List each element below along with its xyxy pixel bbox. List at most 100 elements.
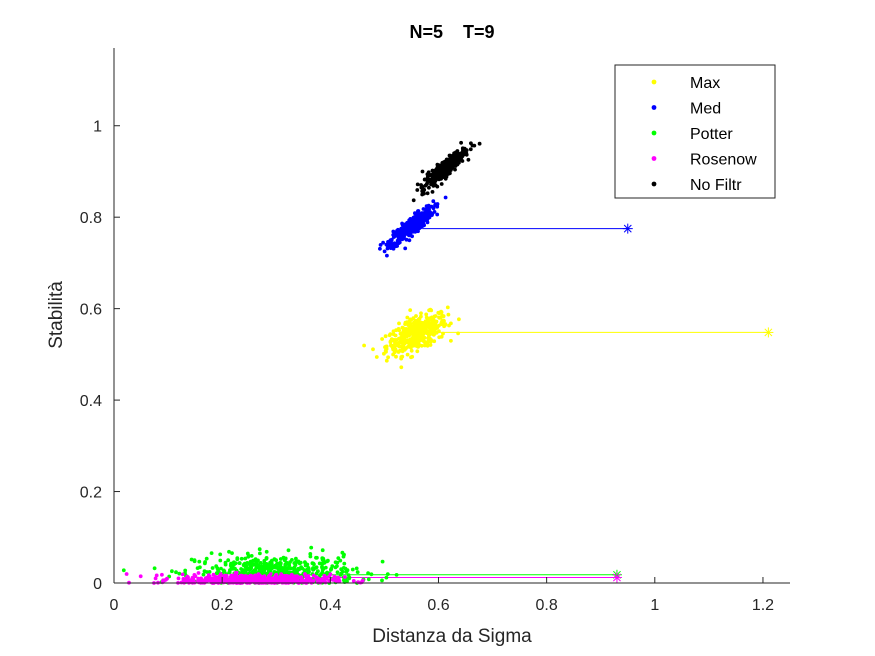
y-tick-label: 0.2 <box>80 485 102 502</box>
data-point <box>355 570 360 574</box>
data-point <box>324 576 329 581</box>
data-point <box>121 568 126 573</box>
data-point <box>411 316 416 321</box>
legend-marker <box>651 130 657 136</box>
data-point <box>347 575 352 580</box>
data-point <box>314 565 319 570</box>
data-point <box>396 343 401 348</box>
data-point <box>311 579 316 583</box>
data-point <box>403 331 407 336</box>
data-point <box>411 198 416 203</box>
data-point <box>410 225 414 230</box>
data-point <box>264 549 269 554</box>
data-point <box>407 218 412 223</box>
data-point <box>209 551 214 555</box>
legend-label: Max <box>690 75 720 92</box>
data-point <box>408 317 412 322</box>
data-point <box>409 337 414 342</box>
data-point <box>413 229 418 234</box>
data-point <box>345 579 349 584</box>
data-point <box>438 166 443 171</box>
data-point <box>400 349 405 354</box>
data-point <box>423 214 428 219</box>
data-point <box>416 325 421 329</box>
legend-item: No Filtr <box>651 177 742 194</box>
data-point <box>468 147 473 152</box>
x-axis-title: Distanza da Sigma <box>372 626 532 647</box>
data-point <box>204 556 209 561</box>
x-tick-label: 1.2 <box>752 597 774 614</box>
data-point <box>408 343 413 348</box>
data-point <box>431 199 436 204</box>
data-point <box>306 578 311 583</box>
data-point <box>396 227 400 232</box>
data-point <box>400 345 405 350</box>
data-point <box>295 576 300 581</box>
legend-item: Rosenow <box>651 152 757 169</box>
data-point <box>428 343 433 347</box>
data-point <box>414 314 418 318</box>
data-point <box>402 234 406 238</box>
data-point <box>425 175 430 179</box>
data-point <box>438 315 443 320</box>
data-point <box>291 566 296 571</box>
data-point <box>138 574 143 579</box>
legend-marker <box>651 79 657 85</box>
data-point <box>435 212 440 217</box>
data-point <box>428 329 433 334</box>
data-point <box>214 580 219 585</box>
data-point <box>257 547 262 552</box>
data-point <box>446 312 451 317</box>
data-point <box>289 572 294 577</box>
data-point <box>386 240 390 244</box>
data-point <box>442 319 446 323</box>
data-point <box>453 161 458 166</box>
data-point <box>453 155 458 159</box>
reference-marker-0 <box>763 327 774 338</box>
data-point <box>422 339 427 344</box>
series-4-points <box>411 140 482 203</box>
data-point <box>210 576 215 581</box>
data-point <box>406 225 411 230</box>
data-point <box>199 576 204 581</box>
data-point <box>283 569 288 573</box>
data-point <box>237 561 242 565</box>
data-point <box>434 170 439 175</box>
data-point <box>342 561 347 566</box>
data-point <box>362 343 366 348</box>
data-point <box>283 563 288 568</box>
series-0-points <box>362 305 461 370</box>
data-point <box>443 195 448 200</box>
data-point <box>443 167 448 172</box>
data-point <box>388 246 393 251</box>
data-point <box>278 565 283 569</box>
data-point <box>153 576 158 581</box>
data-point <box>404 229 409 233</box>
data-point <box>380 578 384 583</box>
data-point <box>431 170 436 175</box>
data-point <box>243 575 248 579</box>
data-point <box>204 570 209 574</box>
data-point <box>338 573 343 577</box>
data-point <box>380 337 384 341</box>
data-point <box>436 177 441 182</box>
data-point <box>258 551 262 556</box>
data-point <box>416 209 421 213</box>
data-point <box>160 572 164 577</box>
legend-label: Rosenow <box>690 152 757 169</box>
data-point <box>176 576 181 581</box>
data-point <box>315 555 319 560</box>
data-point <box>472 143 477 148</box>
data-point <box>320 556 325 560</box>
data-point <box>437 335 442 340</box>
data-point <box>441 314 446 319</box>
data-point <box>415 349 420 354</box>
data-point <box>429 204 434 209</box>
data-point <box>460 146 465 151</box>
data-point <box>466 157 471 162</box>
data-point <box>278 557 283 561</box>
data-point <box>350 567 355 572</box>
data-point <box>424 204 429 209</box>
data-point <box>407 333 412 338</box>
